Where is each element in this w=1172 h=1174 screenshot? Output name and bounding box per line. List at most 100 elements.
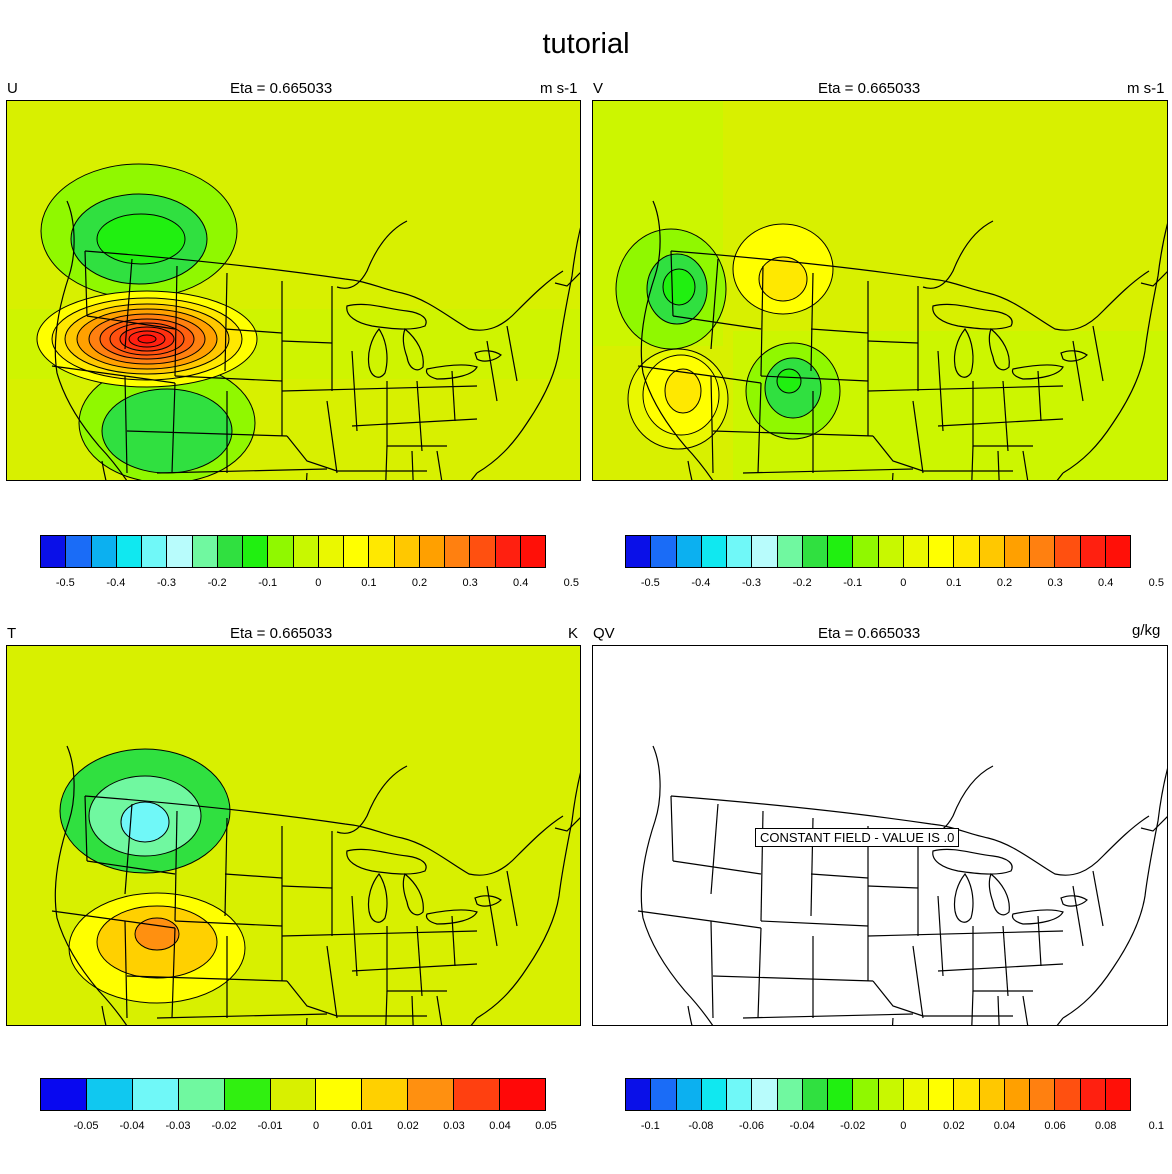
qv-colorbar-swatch — [878, 1079, 904, 1110]
t-level-label: Eta = 0.665033 — [230, 625, 333, 642]
u-colorbar-swatch — [394, 536, 420, 567]
qv-tick-label: -0.1 — [640, 1120, 660, 1132]
qv-colorbar-swatch — [727, 1079, 753, 1110]
qv-colorbar-swatch — [929, 1079, 955, 1110]
v-colorbar — [625, 535, 1131, 568]
qv-colorbar-swatch — [1055, 1079, 1081, 1110]
t-tick-label: -0.01 — [257, 1120, 283, 1132]
u-colorbar-swatch — [419, 536, 445, 567]
u-colorbar-ticks: -0.5 -0.4 -0.3 -0.2 -0.1 0 0.1 0.2 0.3 0.4 0.5 — [40, 577, 579, 593]
v-tick-label: -0.3 — [742, 577, 761, 589]
u-colorbar-swatch — [167, 536, 193, 567]
t-tick-label: -0.05 — [73, 1120, 99, 1132]
qv-colorbar-swatch — [777, 1079, 803, 1110]
qv-colorbar-swatch — [979, 1079, 1005, 1110]
t-tick-label: 0.01 — [351, 1120, 373, 1132]
v-colorbar-swatch — [954, 536, 980, 567]
qv-tick-label: 0.1 — [1148, 1120, 1164, 1132]
t-colorbar-swatch — [86, 1079, 133, 1110]
v-units-label: m s-1 — [1127, 80, 1165, 97]
v-colorbar-swatch — [1105, 536, 1130, 567]
v-colorbar-swatch — [929, 536, 955, 567]
qv-tick-label: 0.04 — [993, 1120, 1016, 1132]
v-colorbar-swatch — [1055, 536, 1081, 567]
v-tick-label: 0.3 — [1047, 577, 1063, 589]
u-colorbar-swatch — [41, 536, 67, 567]
v-colorbar-swatch — [727, 536, 753, 567]
u-map-panel — [6, 100, 581, 481]
t-colorbar-swatch — [270, 1079, 317, 1110]
v-colorbar-swatch — [802, 536, 828, 567]
u-colorbar — [40, 535, 546, 568]
t-colorbar-ticks: -0.05 -0.04 -0.03 -0.02 -0.01 0 0.01 0.02 0.03 0.… — [40, 1120, 556, 1136]
v-variable-label: V — [593, 80, 604, 97]
u-tick-label: 0 — [315, 577, 322, 589]
t-tick-label: 0.05 — [535, 1120, 557, 1132]
qv-variable-label: QV — [593, 625, 615, 642]
qv-tick-label: -0.04 — [789, 1120, 815, 1132]
u-colorbar-swatch — [91, 536, 117, 567]
qv-tick-label: -0.08 — [688, 1120, 714, 1132]
v-tick-label: 0.4 — [1098, 577, 1114, 589]
u-tick-label: 0.4 — [513, 577, 529, 589]
qv-colorbar-swatch — [1105, 1079, 1130, 1110]
u-colorbar-swatch — [318, 536, 344, 567]
v-tick-label: -0.4 — [691, 577, 711, 589]
qv-tick-label: 0.08 — [1094, 1120, 1117, 1132]
u-tick-label: -0.1 — [258, 577, 278, 589]
qv-colorbar-swatch — [802, 1079, 828, 1110]
u-level-label: Eta = 0.665033 — [230, 80, 333, 97]
u-colorbar-swatch — [520, 536, 545, 567]
u-contour-plot — [7, 101, 580, 480]
t-colorbar-swatch — [454, 1079, 501, 1110]
u-colorbar-swatch — [66, 536, 92, 567]
t-tick-label: 0.03 — [443, 1120, 465, 1132]
t-colorbar-swatch — [362, 1079, 409, 1110]
u-tick-label: 0.1 — [361, 577, 377, 589]
constant-field-message: CONSTANT FIELD - VALUE IS .0 — [755, 828, 960, 847]
qv-colorbar-swatch — [1004, 1079, 1030, 1110]
qv-colorbar-swatch — [651, 1079, 677, 1110]
t-colorbar-swatch — [408, 1079, 455, 1110]
u-colorbar-swatch — [293, 536, 319, 567]
u-colorbar-swatch — [470, 536, 496, 567]
u-tick-label: 0.3 — [462, 577, 478, 589]
u-tick-label: 0.5 — [563, 577, 579, 589]
v-level-label: Eta = 0.665033 — [818, 80, 921, 97]
v-colorbar-swatch — [1004, 536, 1030, 567]
qv-colorbar-swatch — [1080, 1079, 1106, 1110]
qv-tick-label: -0.02 — [840, 1120, 866, 1132]
v-colorbar-swatch — [853, 536, 879, 567]
u-tick-label: -0.4 — [106, 577, 126, 589]
t-tick-label: 0 — [312, 1120, 320, 1132]
qv-colorbar-swatch — [701, 1079, 727, 1110]
u-colorbar-swatch — [344, 536, 370, 567]
qv-units-label: g/kg — [1132, 622, 1161, 639]
u-tick-label: -0.3 — [157, 577, 176, 589]
v-map-panel — [592, 100, 1168, 481]
v-tick-label: 0.2 — [996, 577, 1013, 589]
v-tick-label: 0 — [900, 577, 907, 589]
u-tick-label: -0.5 — [55, 577, 75, 589]
figure-title: tutorial — [542, 28, 630, 60]
v-tick-label: 0.1 — [946, 577, 962, 589]
u-colorbar-swatch — [217, 536, 243, 567]
qv-colorbar-swatch — [626, 1079, 652, 1110]
v-tick-label: -0.5 — [640, 577, 660, 589]
v-colorbar-swatch — [979, 536, 1005, 567]
t-colorbar — [40, 1078, 546, 1111]
v-colorbar-swatch — [1030, 536, 1056, 567]
t-units-label: K — [568, 625, 579, 642]
t-tick-label: -0.03 — [165, 1120, 191, 1132]
t-tick-label: 0.02 — [397, 1120, 419, 1132]
v-colorbar-ticks: -0.5 -0.4 -0.3 -0.2 -0.1 0 0.1 0.2 0.3 0.4 0.5 — [625, 577, 1164, 593]
v-colorbar-swatch — [1080, 536, 1106, 567]
qv-colorbar — [625, 1078, 1131, 1111]
t-colorbar-swatch — [500, 1079, 545, 1110]
t-colorbar-swatch — [132, 1079, 179, 1110]
v-colorbar-swatch — [676, 536, 702, 567]
t-tick-label: -0.04 — [119, 1120, 145, 1132]
qv-colorbar-swatch — [954, 1079, 980, 1110]
t-contour-plot — [7, 646, 580, 1025]
u-colorbar-swatch — [268, 536, 294, 567]
